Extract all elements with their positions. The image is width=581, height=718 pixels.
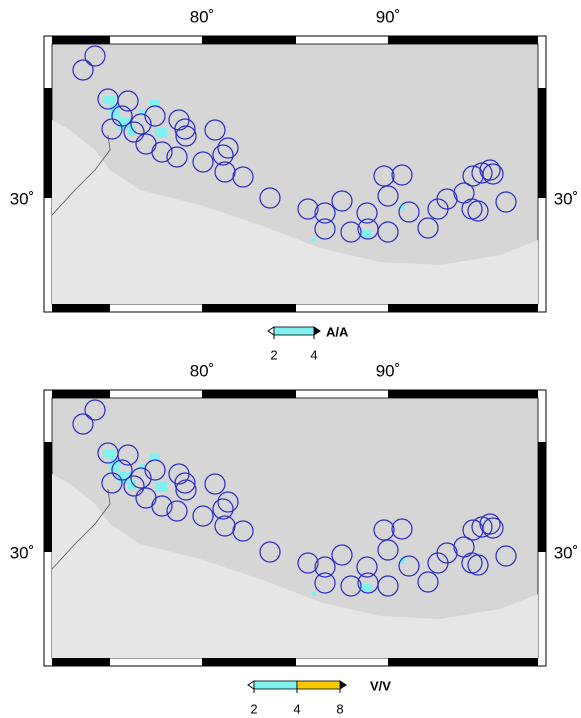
frame-bar — [538, 442, 546, 552]
map-figure: 80˚ 90˚ 30˚ 30˚ 2 4 A/A 80˚ 90˚ 30˚ 30˚ 2 4 8 V/V — [0, 0, 581, 718]
anomaly-patch — [312, 592, 316, 596]
lon-label: 80˚ — [190, 7, 215, 26]
colorbar-tick-label: 4 — [293, 701, 300, 716]
frame-bar — [538, 88, 546, 198]
colorbar-arrow — [340, 681, 346, 689]
frame-bar — [388, 36, 538, 44]
lat-label: 30˚ — [10, 543, 35, 562]
anomaly-patch — [103, 96, 115, 104]
frame-bar — [44, 442, 52, 552]
frame-bar — [52, 304, 110, 312]
frame-bar — [202, 390, 296, 398]
lon-label: 80˚ — [190, 361, 215, 380]
anomaly-patch — [362, 230, 372, 238]
colorbar-arrow — [248, 681, 254, 689]
frame-bar — [44, 88, 52, 198]
colorbar-tick-label: 2 — [250, 701, 257, 716]
frame-bar — [388, 390, 538, 398]
map-panel: 80˚ 90˚ 30˚ 30˚ 2 4 A/A — [10, 7, 579, 362]
colorbar-segment — [274, 327, 314, 335]
frame-bar — [388, 304, 538, 312]
colorbar-tick-label: 4 — [310, 347, 317, 362]
colorbar-segment — [297, 681, 340, 689]
map-panel: 80˚ 90˚ 30˚ 30˚ 2 4 8 V/V — [10, 361, 579, 716]
anomaly-patch — [312, 238, 316, 242]
colorbar-arrow — [268, 327, 274, 335]
frame-bar — [202, 304, 296, 312]
anomaly-patch — [362, 584, 372, 592]
lat-label: 30˚ — [554, 543, 579, 562]
colorbar-arrow — [314, 327, 320, 335]
frame-bar — [52, 36, 110, 44]
frame-bar — [52, 658, 110, 666]
colorbar-label: V/V — [370, 678, 391, 693]
colorbar-tick-label: 2 — [270, 347, 277, 362]
lon-label: 90˚ — [376, 7, 401, 26]
anomaly-patch — [155, 482, 167, 492]
frame-bar — [202, 658, 296, 666]
frame-bar — [52, 390, 110, 398]
lat-label: 30˚ — [10, 189, 35, 208]
lat-label: 30˚ — [554, 189, 579, 208]
colorbar-tick-label: 8 — [336, 701, 343, 716]
colorbar-segment — [254, 681, 297, 689]
lon-label: 90˚ — [376, 361, 401, 380]
colorbar-label: A/A — [326, 324, 349, 339]
anomaly-patch — [103, 450, 115, 458]
anomaly-patch — [155, 128, 167, 138]
frame-bar — [388, 658, 538, 666]
frame-bar — [202, 36, 296, 44]
